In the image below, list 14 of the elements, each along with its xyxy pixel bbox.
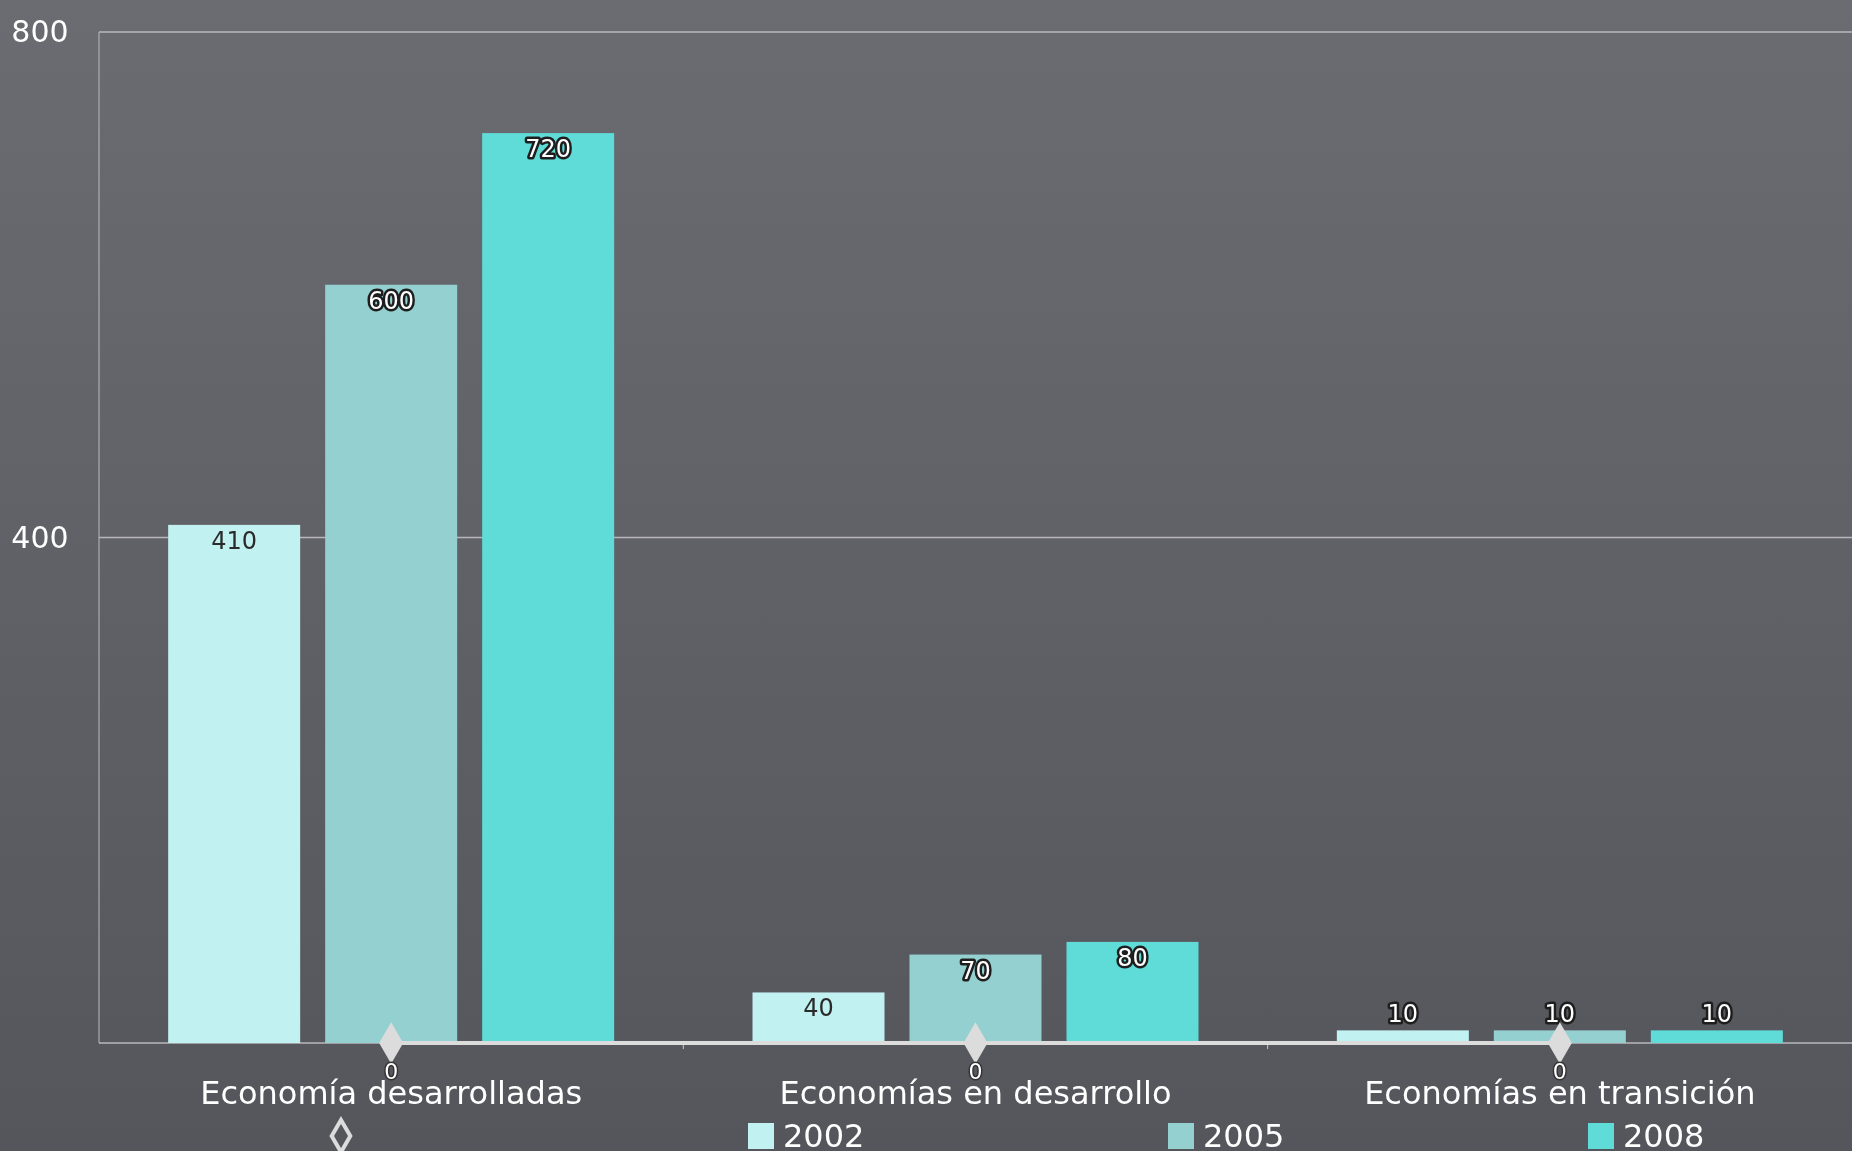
data-label: 40 — [803, 994, 834, 1023]
data-label: 10 — [1387, 1000, 1419, 1029]
data-label: 10 — [1544, 1000, 1576, 1029]
y-tick-label: 800 — [11, 14, 69, 49]
legend-label: 2005 — [1203, 1117, 1285, 1151]
data-label: 10 — [1701, 1000, 1733, 1029]
data-label: 720 — [525, 135, 572, 164]
data-label: 600 — [368, 286, 415, 315]
y-tick-label: 400 — [11, 519, 69, 555]
data-label: 410 — [211, 526, 258, 555]
legend-label: 2008 — [1623, 1117, 1705, 1151]
legend-label: 2002 — [783, 1117, 865, 1151]
data-label: 70 — [960, 956, 991, 985]
data-label: 80 — [1117, 943, 1148, 972]
